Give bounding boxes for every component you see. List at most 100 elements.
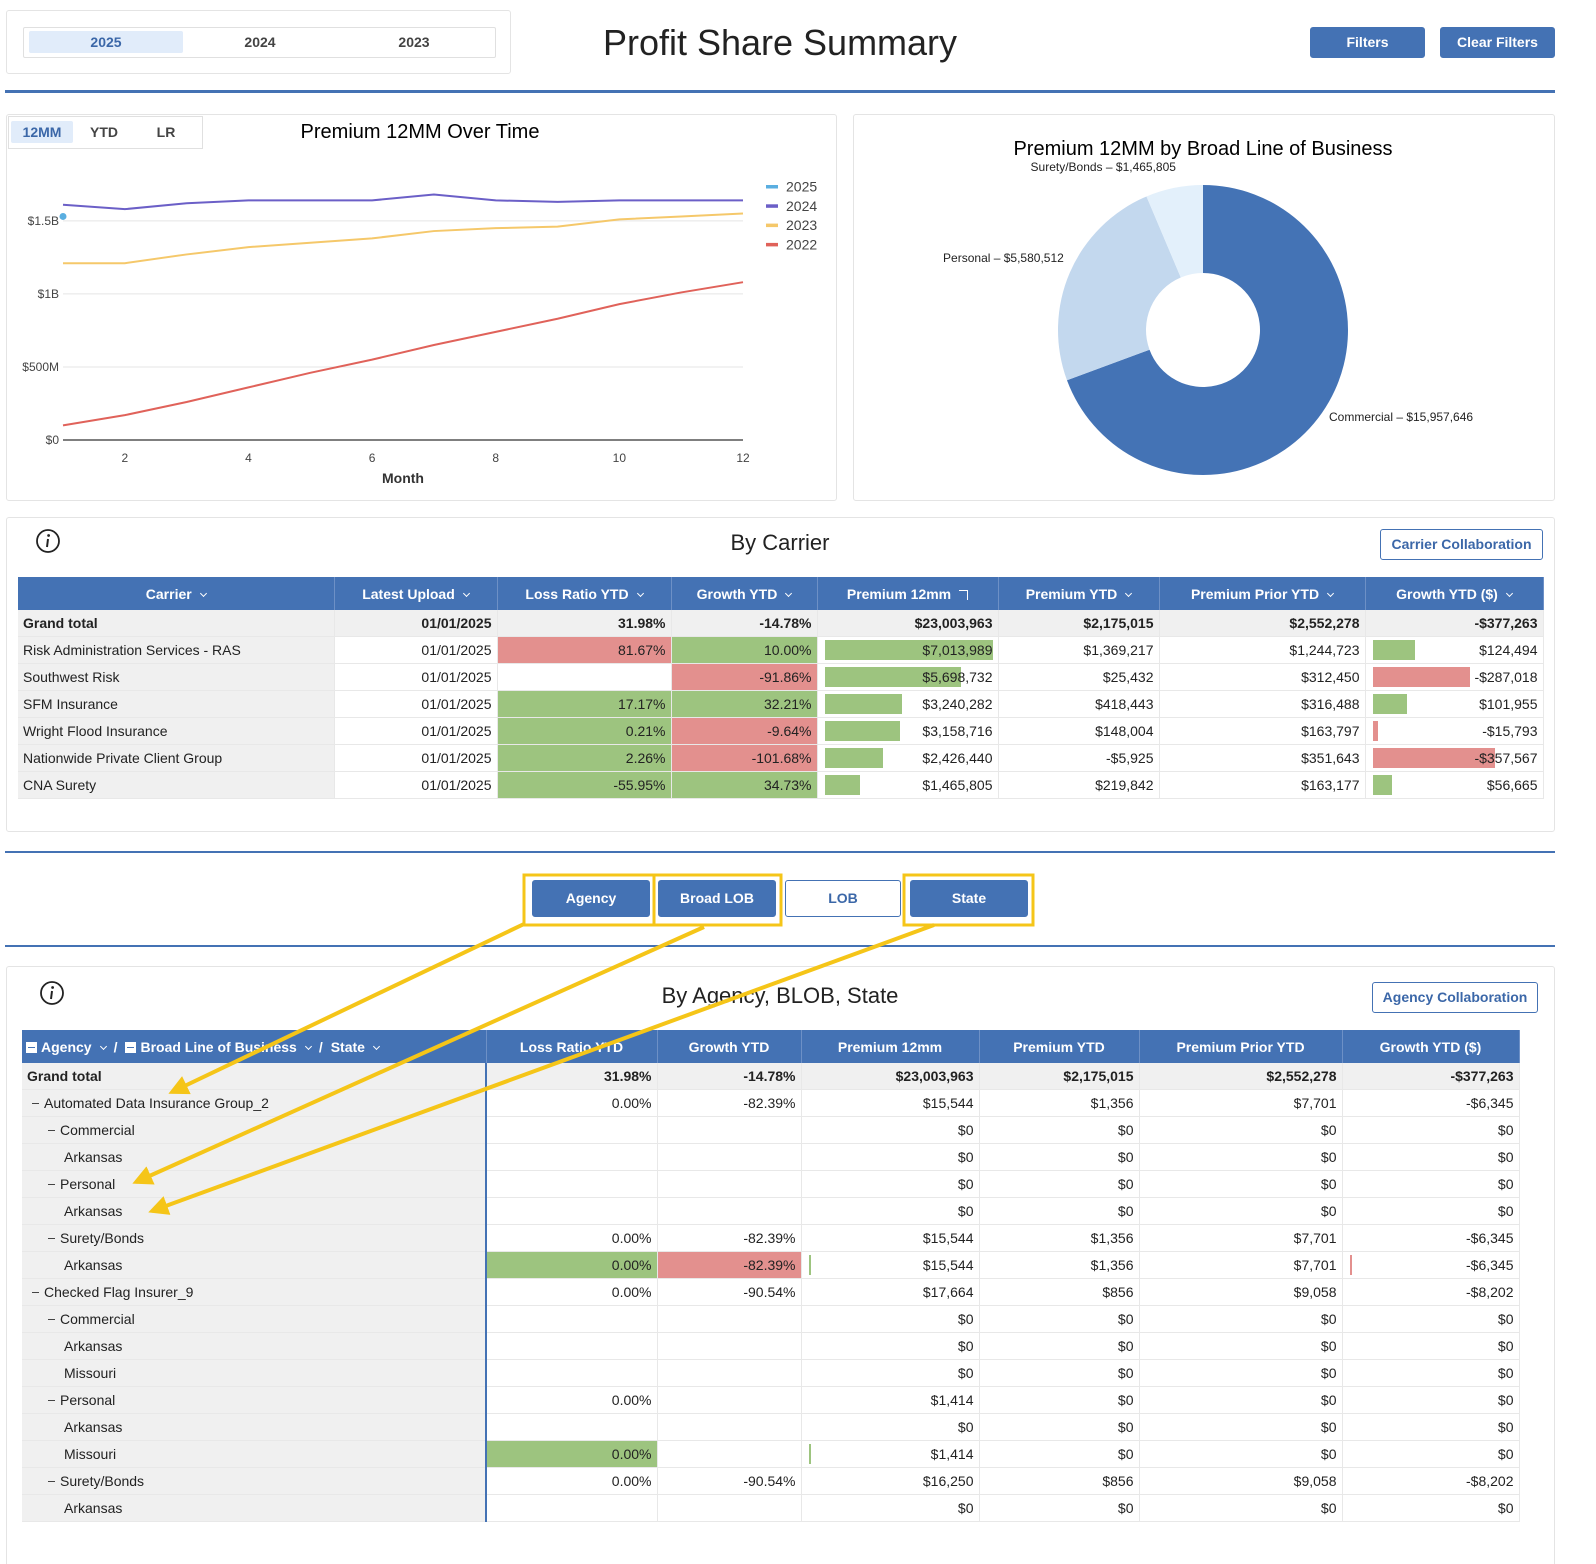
cell: $3,158,716 <box>817 717 999 745</box>
cell-text: $0 <box>1320 1446 1337 1462</box>
row-label-cell[interactable]: Arkansas <box>22 1413 487 1441</box>
chart-tab[interactable]: 12MM <box>11 121 73 143</box>
cell-text: Wright Flood Insurance <box>23 723 168 739</box>
legend-swatch <box>766 242 778 247</box>
dropdown-icon <box>1125 589 1133 597</box>
year-tab[interactable]: 2023 <box>398 34 430 50</box>
cell-text: $2,552,278 <box>1266 1068 1337 1084</box>
row-label-cell[interactable]: Automated Data Insurance Group_2 <box>22 1089 487 1117</box>
cell-text: $0 <box>957 1122 974 1138</box>
data-bar <box>1372 694 1408 714</box>
dropdown-icon <box>372 1042 380 1050</box>
row-label-cell[interactable]: Arkansas <box>22 1197 487 1225</box>
cell: $5,698,732 <box>817 663 999 691</box>
column-header[interactable]: Premium 12mm <box>801 1030 980 1063</box>
row-label-cell[interactable]: Surety/Bonds <box>22 1224 487 1252</box>
agency-collab-button[interactable]: Agency Collaboration <box>1372 982 1538 1013</box>
cell-text: $0 <box>957 1338 974 1354</box>
cell: 01/01/2025 <box>334 771 498 799</box>
column-header[interactable]: Growth YTD <box>657 1030 802 1063</box>
cell: $2,552,278 <box>1159 610 1366 637</box>
cell: -90.54% <box>657 1467 802 1495</box>
cell-text: $0 <box>1497 1500 1514 1516</box>
cell-text: $0 <box>1497 1392 1514 1408</box>
row-label-cell[interactable]: Commercial <box>22 1116 487 1144</box>
column-header[interactable]: Carrier <box>18 577 335 610</box>
row-label-cell[interactable]: Checked Flag Insurer_9 <box>22 1278 487 1306</box>
row-label-cell[interactable]: Missouri <box>22 1440 487 1468</box>
column-header[interactable]: Loss Ratio YTD <box>497 577 672 610</box>
year-tab[interactable]: 2024 <box>244 34 276 50</box>
data-bar <box>1372 775 1392 795</box>
cell: $9,058 <box>1139 1467 1343 1495</box>
row-label-cell[interactable]: Arkansas <box>22 1143 487 1171</box>
cell-text: $3,158,716 <box>922 723 993 739</box>
cell: 0.00% <box>486 1440 658 1468</box>
column-header[interactable]: Premium YTD <box>998 577 1160 610</box>
view-button[interactable]: Broad LOB <box>658 880 776 917</box>
chart-tab[interactable]: LR <box>156 124 176 140</box>
cell-text: $0 <box>1320 1500 1337 1516</box>
data-bar <box>808 1255 811 1275</box>
row-label-cell[interactable]: Personal <box>22 1170 487 1198</box>
cell-text: $0 <box>957 1311 974 1327</box>
cell-text: Grand total <box>23 615 98 631</box>
column-header[interactable]: Latest Upload <box>334 577 498 610</box>
row-label-cell[interactable]: Arkansas <box>22 1251 487 1279</box>
header-button[interactable]: Filters <box>1310 27 1425 58</box>
divider <box>5 945 1555 947</box>
info-icon[interactable] <box>39 980 67 1008</box>
row-label-cell[interactable]: Arkansas <box>22 1494 487 1522</box>
cell: -82.39% <box>657 1224 802 1252</box>
header-button[interactable]: Clear Filters <box>1440 27 1555 58</box>
cell-text: -$8,202 <box>1466 1284 1514 1300</box>
cell: $0 <box>979 1413 1140 1441</box>
cell: -9.64% <box>671 717 818 745</box>
donut-slice <box>1146 185 1203 278</box>
view-button[interactable]: Agency <box>532 880 650 917</box>
column-header[interactable]: Growth YTD ($) <box>1342 1030 1520 1063</box>
row-label-cell[interactable]: Surety/Bonds <box>22 1467 487 1495</box>
cell-text: $0 <box>957 1203 974 1219</box>
cell-text: -14.78% <box>743 1068 796 1084</box>
row-label-cell[interactable]: Arkansas <box>22 1332 487 1360</box>
column-header[interactable]: Growth YTD <box>671 577 818 610</box>
cell-text: $856 <box>1102 1473 1134 1489</box>
year-tab[interactable]: 2025 <box>29 31 183 53</box>
collapse-icon <box>26 1041 37 1053</box>
column-header[interactable]: Premium YTD <box>979 1030 1140 1063</box>
cell-text: $1,414 <box>930 1446 974 1462</box>
chart-tab[interactable]: YTD <box>90 124 118 140</box>
cell <box>486 1494 658 1522</box>
cell-text: -$6,345 <box>1466 1257 1514 1273</box>
carrier-collab-button[interactable]: Carrier Collaboration <box>1380 529 1543 560</box>
cell-text: $0 <box>1320 1365 1337 1381</box>
row-label-cell[interactable]: Missouri <box>22 1359 487 1387</box>
column-header[interactable]: Growth YTD ($) <box>1365 577 1544 610</box>
data-bar <box>1372 748 1495 768</box>
cell-text: $3,240,282 <box>922 696 993 712</box>
cell: $0 <box>979 1440 1140 1468</box>
cell: $23,003,963 <box>817 610 999 637</box>
row-label-cell[interactable]: Commercial <box>22 1305 487 1333</box>
x-tick-label: 8 <box>492 451 499 465</box>
column-header[interactable]: Premium Prior YTD <box>1139 1030 1343 1063</box>
cell: Grand total <box>18 610 335 637</box>
cell: 0.00% <box>486 1251 658 1279</box>
row-label-cell[interactable]: Personal <box>22 1386 487 1414</box>
y-tick-label: $1.5B <box>28 214 59 228</box>
info-icon[interactable] <box>35 528 63 556</box>
cell: 0.00% <box>486 1224 658 1252</box>
cell-text: 01/01/2025 <box>421 615 492 631</box>
cell: $0 <box>1342 1305 1520 1333</box>
column-header[interactable]: Premium Prior YTD <box>1159 577 1366 610</box>
column-header[interactable]: Premium 12mm <box>817 577 999 610</box>
cell: $0 <box>979 1305 1140 1333</box>
cell-text: $56,665 <box>1486 777 1538 793</box>
view-button[interactable]: State <box>910 880 1028 917</box>
row-header[interactable]: Agency / Broad Line of Business / State <box>22 1030 487 1063</box>
data-row: Personal $0 $0 $0 $0 <box>22 1170 1520 1198</box>
view-button[interactable]: LOB <box>785 880 901 917</box>
column-header[interactable]: Loss Ratio YTD <box>486 1030 658 1063</box>
cell-text: 01/01/2025 <box>421 723 492 739</box>
